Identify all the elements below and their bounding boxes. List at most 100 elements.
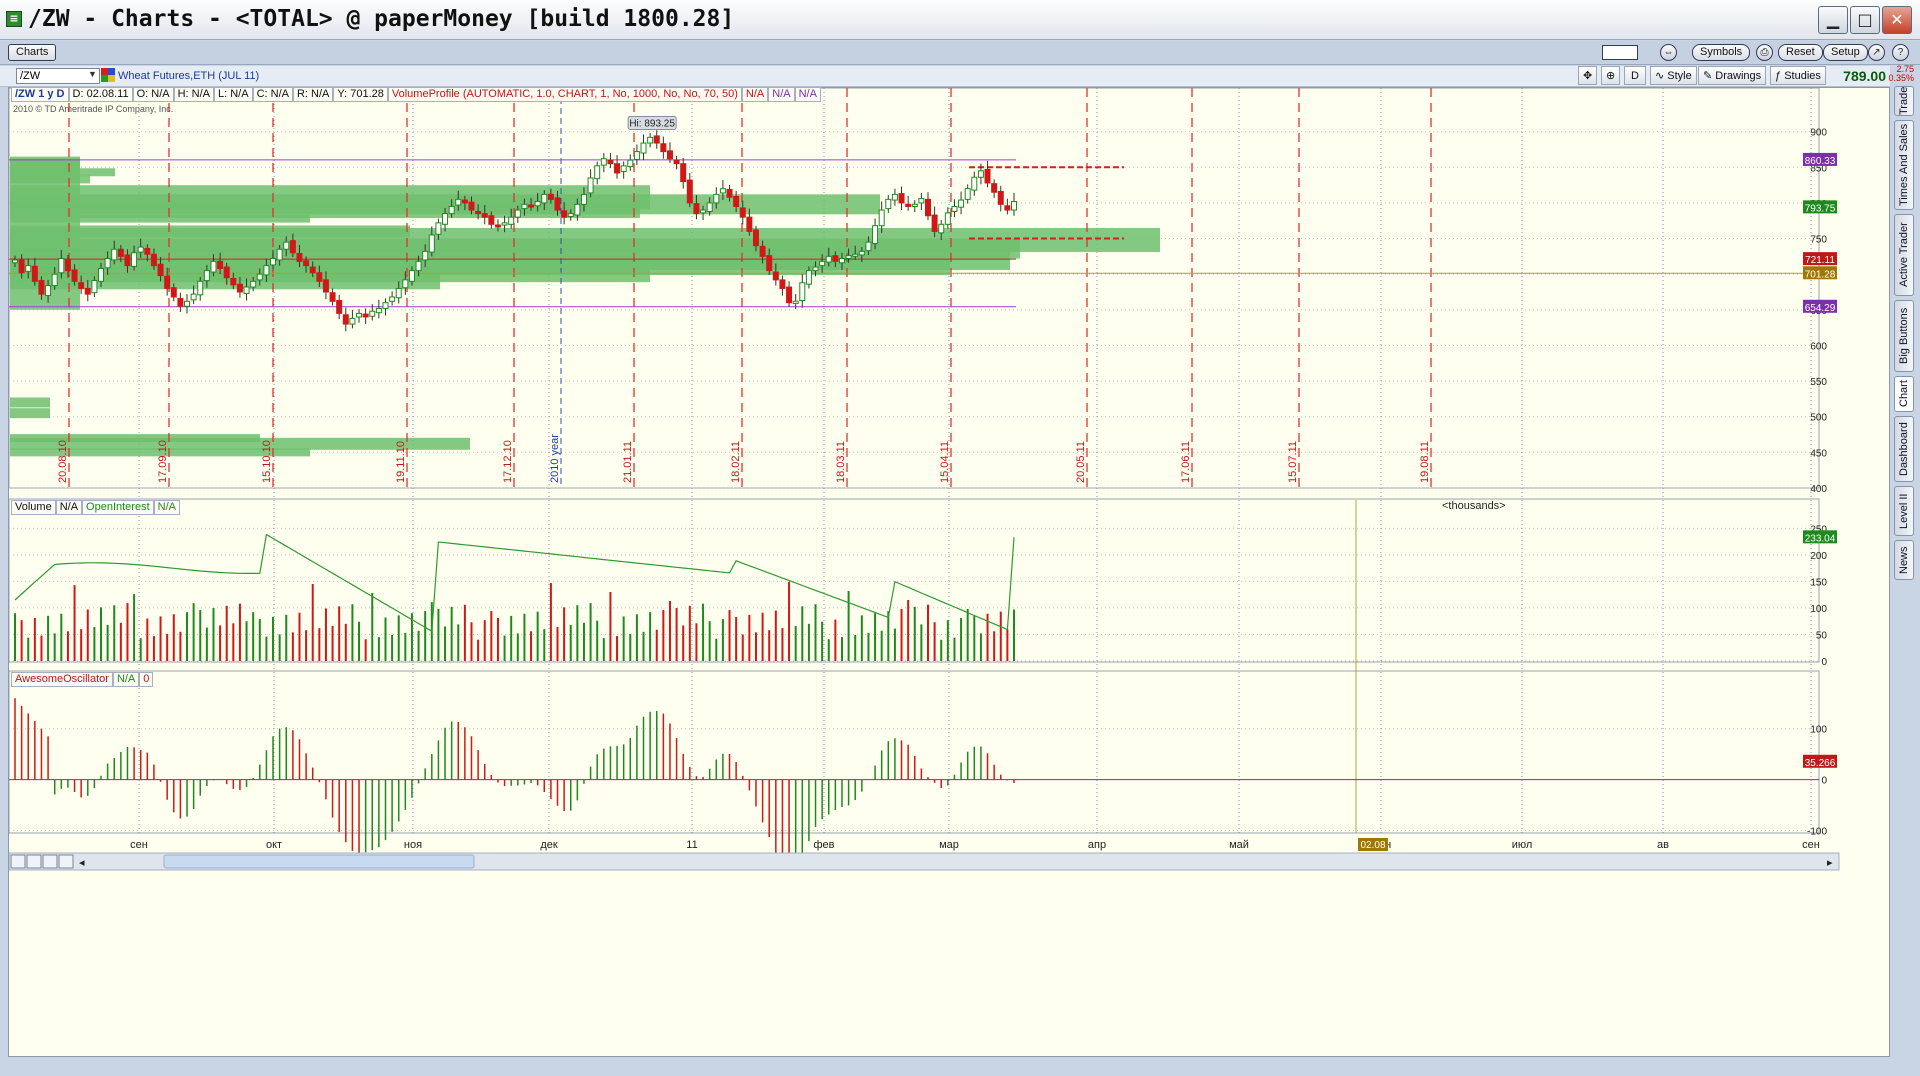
- candle-body: [84, 287, 91, 295]
- price-tick-label: 900: [1810, 128, 1827, 139]
- candle-body: [746, 216, 753, 232]
- maximize-button[interactable]: □: [1850, 6, 1880, 34]
- scroll-right-icon[interactable]: ▸: [1827, 857, 1833, 869]
- candle-body: [111, 248, 118, 261]
- candle-body: [924, 198, 931, 217]
- period-button[interactable]: D: [1624, 66, 1646, 85]
- candle-body: [481, 213, 488, 218]
- scroll-left-icon[interactable]: ◂: [79, 857, 85, 869]
- candle-body: [117, 248, 124, 257]
- candle-body: [964, 188, 971, 200]
- candle-body: [766, 255, 773, 272]
- candle-body: [144, 248, 151, 255]
- x-axis-label: ноя: [404, 839, 422, 851]
- side-tab-dashboard[interactable]: Dashboard: [1894, 416, 1914, 482]
- candle-body: [521, 203, 528, 210]
- symbol-input[interactable]: /ZW: [16, 68, 100, 84]
- side-tab-times-and-sales[interactable]: Times And Sales: [1894, 120, 1914, 210]
- drawings-button[interactable]: ✎ Drawings: [1698, 66, 1767, 85]
- header-high: H: N/A: [173, 87, 214, 102]
- candle-body: [991, 183, 998, 193]
- pointer-icon[interactable]: [58, 854, 74, 869]
- cursor-date-label: 02.08: [1360, 840, 1385, 851]
- x-axis-label: ав: [1657, 839, 1669, 851]
- link-color-box[interactable]: [1602, 45, 1638, 60]
- candle-body: [157, 263, 164, 277]
- zoom-out-icon[interactable]: [26, 854, 42, 869]
- candle-body: [256, 273, 263, 281]
- print-icon[interactable]: ⎙: [1756, 44, 1773, 61]
- side-tab-trade[interactable]: Trade: [1894, 86, 1914, 116]
- price-label-box: [1803, 152, 1837, 166]
- zoom-tool-icon[interactable]: ⊕: [1601, 66, 1621, 85]
- candle-body: [653, 135, 660, 144]
- candle-body: [944, 212, 951, 225]
- reset-button[interactable]: Reset: [1778, 44, 1823, 61]
- candle-body: [177, 297, 184, 307]
- detach-icon[interactable]: ↗: [1868, 44, 1885, 61]
- window-title: /ZW - Charts - <TOTAL> @ paperMoney [bui…: [28, 6, 735, 32]
- candle-body: [1011, 200, 1017, 211]
- candle-body: [203, 270, 210, 282]
- candle-body: [838, 258, 845, 264]
- volume-tick-label: 250: [1810, 524, 1827, 535]
- candle-body: [805, 270, 812, 285]
- expiry-date-label: 15.04.11: [939, 441, 951, 483]
- side-tabs: Trade Times And Sales Active Trader Big But…: [1894, 86, 1916, 646]
- price-tick-label: 600: [1810, 341, 1827, 352]
- oscillator-tick-label: -100: [1807, 826, 1827, 837]
- expiry-date-label: 20.05.11: [1075, 441, 1087, 483]
- candle-body: [792, 300, 799, 304]
- volume-profile: [10, 156, 1160, 457]
- chart-svg[interactable]: 4004505005506006507007508008509000501001…: [8, 87, 1891, 1058]
- candle-body: [1004, 205, 1011, 211]
- title-bar: ≡ /ZW - Charts - <TOTAL> @ paperMoney [b…: [0, 0, 1920, 40]
- price-tick-label: 400: [1810, 484, 1827, 495]
- chart-area[interactable]: 4004505005506006507007508008509000501001…: [8, 87, 1890, 1057]
- candle-body: [98, 267, 105, 282]
- side-tab-active-trader[interactable]: Active Trader: [1894, 214, 1914, 296]
- side-tab-level-ii[interactable]: Level II: [1894, 486, 1914, 536]
- candle-body: [58, 258, 65, 274]
- x-axis-label: дек: [540, 839, 558, 851]
- crosshair-tool-icon[interactable]: ✥: [1578, 66, 1598, 85]
- candle-body: [71, 269, 78, 282]
- candle-body: [885, 198, 892, 210]
- header-range: R: N/A: [292, 87, 334, 102]
- setup-button[interactable]: Setup: [1823, 44, 1868, 61]
- price-label-box: [1803, 299, 1837, 313]
- volume-profile-bar: [10, 214, 310, 223]
- zoom-in-icon[interactable]: [10, 854, 26, 869]
- pan-icon[interactable]: [42, 854, 58, 869]
- link-icon[interactable]: ⇔: [1660, 44, 1677, 61]
- drawings-icon: ✎: [1703, 70, 1716, 82]
- side-tab-chart[interactable]: Chart: [1894, 376, 1914, 412]
- candle-body: [91, 280, 98, 294]
- candle-body: [309, 266, 316, 274]
- price-label: 721.11: [1805, 255, 1835, 266]
- close-button[interactable]: ✕: [1882, 6, 1912, 34]
- copyright-text: 2010 © TD Ameritrade IP Company, Inc.: [13, 104, 174, 114]
- help-icon[interactable]: ?: [1892, 44, 1909, 61]
- symbols-button[interactable]: Symbols: [1692, 44, 1751, 61]
- header-y: Y: 701.28: [333, 87, 388, 102]
- volume-tick-label: 0: [1821, 657, 1827, 668]
- candle-body: [647, 136, 654, 144]
- minimize-button[interactable]: ▁: [1818, 6, 1848, 34]
- studies-button[interactable]: ƒ Studies: [1770, 66, 1826, 85]
- side-tab-big-buttons[interactable]: Big Buttons: [1894, 300, 1914, 372]
- candle-body: [819, 260, 826, 267]
- chart-toolbar: [0, 66, 1890, 87]
- symbol-dropdown-icon[interactable]: ▼: [88, 69, 97, 79]
- expiry-date-label: 19.08.11: [1419, 441, 1431, 483]
- candle-body: [786, 286, 793, 304]
- side-tab-news[interactable]: News: [1894, 540, 1914, 580]
- charts-tab[interactable]: Charts: [8, 44, 57, 61]
- candle-body: [283, 241, 290, 250]
- candle-body: [349, 317, 356, 325]
- oscillator-header-name: AwesomeOscillator: [11, 672, 113, 687]
- style-button[interactable]: ∿ Style: [1650, 66, 1697, 85]
- candle-body: [633, 151, 640, 160]
- x-axis-label: 11: [686, 839, 697, 851]
